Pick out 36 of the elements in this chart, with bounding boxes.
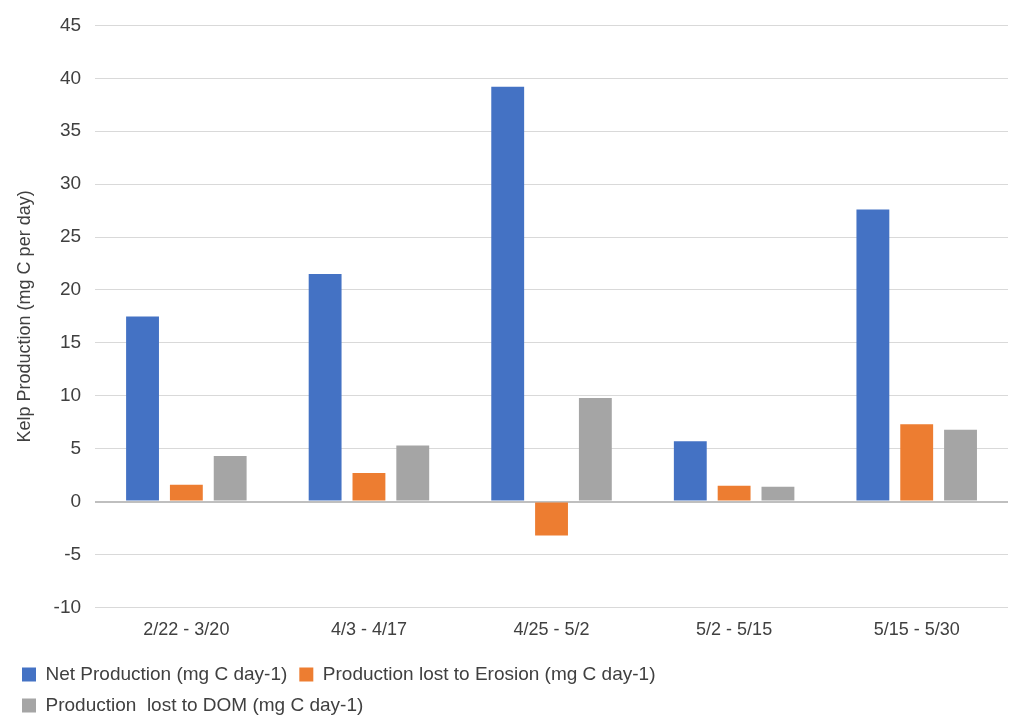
x-tick-label: 5/2 - 5/15	[696, 619, 773, 640]
x-tick-label: 5/15 - 5/30	[873, 619, 960, 640]
bar	[535, 502, 568, 536]
bar	[126, 316, 159, 501]
y-axis-title: Kelp Production (mg C per day)	[13, 190, 34, 443]
y-tick-label: 45	[59, 13, 82, 35]
x-tick-label: 4/25 - 5/2	[513, 619, 590, 640]
y-tick-label: 30	[59, 172, 82, 194]
bar	[213, 456, 247, 501]
bar	[491, 86, 525, 501]
y-tick-label: 15	[59, 331, 82, 353]
legend-label: Net Production (mg C day-1)	[45, 662, 288, 684]
y-tick-label: 0	[70, 489, 82, 511]
bar	[761, 486, 795, 501]
y-tick-label: 35	[59, 119, 82, 141]
bar	[352, 473, 386, 501]
y-tick-label: -10	[53, 595, 82, 617]
bar	[900, 424, 934, 501]
bar	[578, 397, 612, 501]
x-tick-label: 4/3 - 4/17	[330, 619, 407, 640]
y-tick-label: 40	[59, 66, 82, 88]
y-tick-label: 10	[59, 384, 82, 405]
y-tick-label: -5	[64, 542, 82, 564]
bar	[856, 209, 890, 501]
legend-label: Production lost to DOM (mg C day-1)	[45, 693, 364, 715]
bar	[944, 429, 977, 501]
legend-label: Production lost to Erosion (mg C day-1)	[322, 662, 656, 684]
y-tick-label: 20	[59, 278, 82, 300]
y-tick-label: 25	[59, 225, 82, 247]
bar	[396, 445, 430, 501]
bar	[673, 441, 707, 501]
bar	[169, 484, 203, 501]
y-tick-label: 5	[70, 436, 82, 458]
x-tick-label: 2/22 - 3/20	[143, 619, 230, 640]
bar	[308, 274, 342, 501]
bar	[717, 485, 751, 501]
